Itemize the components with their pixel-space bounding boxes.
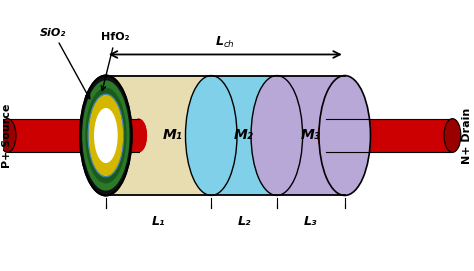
Ellipse shape: [318, 119, 335, 152]
Text: N+ Drain: N+ Drain: [463, 107, 473, 164]
Ellipse shape: [185, 76, 237, 195]
Ellipse shape: [318, 119, 335, 152]
Text: P+ Source: P+ Source: [1, 103, 11, 168]
Polygon shape: [326, 119, 453, 152]
Ellipse shape: [0, 119, 16, 152]
Text: M₁: M₁: [163, 128, 182, 143]
Text: L₂: L₂: [237, 215, 251, 228]
Ellipse shape: [251, 76, 302, 195]
Ellipse shape: [80, 76, 132, 195]
Ellipse shape: [85, 88, 127, 183]
Ellipse shape: [88, 95, 123, 176]
Ellipse shape: [130, 119, 147, 152]
Ellipse shape: [80, 76, 132, 195]
Polygon shape: [211, 76, 277, 195]
Text: L₃: L₃: [304, 215, 318, 228]
Text: M₃: M₃: [301, 128, 321, 143]
Polygon shape: [106, 76, 211, 195]
Ellipse shape: [319, 76, 371, 195]
Text: HfO₂: HfO₂: [101, 33, 130, 91]
Text: L$_{ch}$: L$_{ch}$: [215, 35, 235, 50]
Ellipse shape: [251, 76, 302, 195]
Ellipse shape: [82, 80, 129, 191]
Ellipse shape: [130, 119, 147, 152]
Ellipse shape: [0, 119, 16, 152]
Ellipse shape: [444, 119, 461, 152]
Ellipse shape: [185, 76, 237, 195]
Ellipse shape: [94, 108, 118, 163]
Ellipse shape: [319, 76, 371, 195]
Polygon shape: [8, 119, 139, 152]
Text: L₁: L₁: [152, 215, 165, 228]
Text: SiO₂: SiO₂: [40, 28, 90, 99]
Text: M₂: M₂: [234, 128, 254, 143]
Polygon shape: [277, 76, 345, 195]
Ellipse shape: [185, 76, 237, 195]
Ellipse shape: [444, 119, 461, 152]
Ellipse shape: [251, 76, 302, 195]
